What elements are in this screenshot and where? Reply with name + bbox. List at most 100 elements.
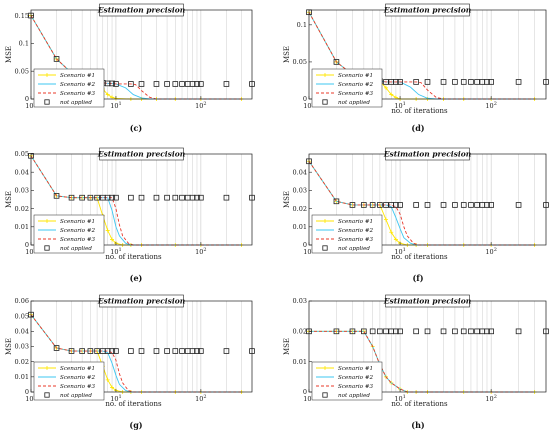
x-tick-base: 10 — [394, 248, 402, 256]
chart-panel-2: 00.050.1100101102Estimation precisionMSE… — [283, 3, 549, 133]
not-applied-marker — [460, 79, 467, 85]
y-tick-label: 0.06 — [15, 297, 29, 305]
x-tick-base: 10 — [195, 102, 203, 110]
not-applied-marker — [172, 194, 179, 201]
x-tick-label: 101 — [110, 101, 121, 110]
legend-label: Scenario #2 — [338, 375, 374, 381]
not-applied-marker — [452, 202, 458, 208]
x-tick-base: 10 — [25, 248, 33, 256]
not-applied-marker — [424, 79, 431, 85]
not-applied-marker — [424, 328, 431, 335]
legend-label: Scenario #1 — [60, 366, 95, 372]
legend-swatch — [44, 392, 50, 398]
not-applied-marker — [128, 348, 134, 354]
not-applied-marker — [413, 79, 419, 85]
chart-title: Estimation precision — [97, 6, 185, 15]
not-applied-marker — [79, 348, 85, 354]
title-box — [99, 294, 184, 308]
y-axis-label: MSE — [283, 191, 291, 208]
legend-swatch — [322, 392, 328, 398]
y-tick-label: 0.03 — [15, 187, 29, 195]
x-tick-label: 101 — [394, 101, 405, 110]
scenario1-marker — [389, 92, 394, 97]
not-applied-marker — [109, 194, 115, 201]
y-tick-label: 0 — [25, 388, 29, 396]
not-applied-marker — [128, 81, 134, 87]
not-applied-marker — [153, 81, 160, 87]
y-tick-label: 0 — [303, 95, 307, 103]
not-applied-marker — [53, 193, 60, 199]
legend-label: Scenario #2 — [338, 82, 374, 88]
not-applied-marker — [484, 79, 490, 85]
not-applied-marker — [349, 202, 356, 208]
not-applied-marker — [377, 328, 383, 335]
title-box — [99, 3, 184, 17]
not-applied-marker — [138, 194, 145, 201]
not-applied-marker — [383, 202, 389, 208]
x-tick-exponent: 1 — [118, 101, 121, 107]
x-tick-base: 10 — [485, 395, 493, 403]
x-tick-label: 101 — [110, 247, 121, 256]
x-tick-exponent: 2 — [203, 101, 206, 107]
x-tick-base: 10 — [394, 102, 402, 110]
y-axis-label: MSE — [5, 338, 13, 355]
legend-label: Scenario #3 — [60, 237, 96, 243]
not-applied-marker — [198, 81, 204, 87]
y-tick-label: 0.05 — [15, 150, 29, 158]
not-applied-marker — [172, 81, 179, 87]
not-applied-marker — [393, 202, 399, 208]
x-tick-exponent: 2 — [494, 101, 497, 107]
not-applied-marker — [515, 202, 522, 208]
y-tick-label: 0 — [25, 241, 29, 249]
legend-label: Scenario #2 — [60, 375, 96, 381]
not-applied-marker — [413, 202, 419, 208]
not-applied-marker — [333, 198, 340, 205]
scenario1-marker — [105, 92, 110, 97]
x-tick-exponent: 1 — [118, 247, 121, 253]
chart-title: Estimation precision — [383, 297, 471, 306]
not-applied-marker — [164, 348, 170, 354]
not-applied-marker — [104, 80, 111, 87]
not-applied-marker — [397, 328, 403, 335]
x-tick-label: 101 — [394, 247, 405, 256]
legend-label: not applied — [60, 393, 92, 399]
y-tick-label: 0 — [303, 388, 307, 396]
y-tick-label: 0 — [25, 95, 29, 103]
scenario1-marker — [389, 230, 394, 235]
x-tick-base: 10 — [110, 395, 118, 403]
legend-label: Scenario #3 — [338, 91, 374, 97]
x-tick-base: 10 — [303, 248, 311, 256]
y-axis-label: MSE — [283, 338, 291, 355]
legend-swatch-marker — [323, 73, 327, 77]
not-applied-marker — [109, 80, 115, 87]
not-applied-marker — [460, 202, 467, 208]
x-tick-exponent: 2 — [203, 394, 206, 400]
not-applied-marker — [484, 328, 490, 335]
not-applied-marker — [468, 79, 474, 85]
x-tick-base: 10 — [394, 395, 402, 403]
y-tick-label: 0.01 — [293, 358, 307, 366]
y-tick-label: 0.03 — [15, 343, 29, 351]
not-applied-marker — [94, 194, 100, 201]
x-tick-label: 102 — [485, 101, 496, 110]
x-tick-base: 10 — [25, 395, 33, 403]
x-axis-label: no. of iterations — [391, 400, 448, 408]
y-tick-label: 0.1 — [19, 40, 29, 48]
not-applied-marker — [179, 348, 185, 354]
legend-label: Scenario #2 — [60, 82, 96, 88]
not-applied-marker — [397, 79, 403, 85]
x-tick-base: 10 — [110, 248, 118, 256]
x-tick-exponent: 1 — [403, 394, 406, 400]
scenario1-marker — [110, 237, 115, 242]
x-tick-base: 10 — [303, 395, 311, 403]
legend-swatch — [322, 99, 328, 105]
legend-swatch — [322, 245, 328, 251]
x-tick-base: 10 — [303, 102, 311, 110]
not-applied-marker — [333, 59, 340, 65]
x-tick-exponent: 1 — [403, 101, 406, 107]
scenario1-marker — [383, 217, 388, 222]
not-applied-marker — [194, 81, 200, 87]
scenario1-marker — [393, 237, 398, 242]
panel-label: (f) — [412, 273, 423, 283]
not-applied-marker — [189, 81, 196, 87]
